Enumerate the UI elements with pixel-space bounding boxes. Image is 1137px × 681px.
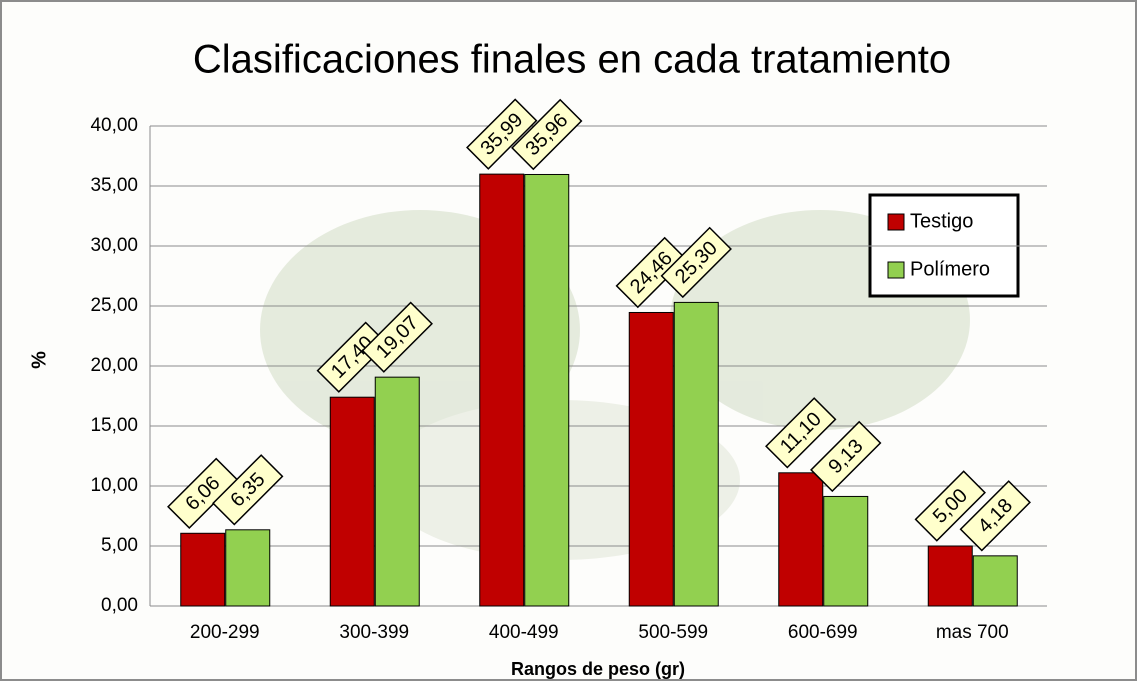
bar — [226, 530, 270, 606]
y-tick-label: 20,00 — [90, 355, 138, 376]
y-tick-label: 5,00 — [101, 535, 138, 556]
y-axis-label: % — [28, 351, 50, 369]
y-tick-label: 10,00 — [90, 475, 138, 496]
x-tick-label: mas 700 — [936, 622, 1009, 643]
bar — [928, 546, 972, 606]
bar — [629, 312, 673, 606]
chart: Clasificaciones finales en cada tratamie… — [0, 0, 1137, 681]
legend-swatch — [888, 214, 904, 230]
y-tick-label: 15,00 — [90, 415, 138, 436]
bar — [181, 533, 225, 606]
y-tick-label: 25,00 — [90, 295, 138, 316]
bar — [375, 377, 419, 606]
x-tick-label: 300-399 — [339, 622, 409, 643]
y-tick-label: 40,00 — [90, 115, 138, 136]
legend-swatch — [888, 262, 904, 278]
x-tick-label: 600-699 — [788, 622, 858, 643]
y-tick-label: 0,00 — [101, 595, 138, 616]
chart-title: Clasificaciones finales en cada tratamie… — [193, 38, 951, 82]
bar — [973, 556, 1017, 606]
y-tick-label: 30,00 — [90, 235, 138, 256]
bar — [480, 174, 524, 606]
x-tick-label: 500-599 — [638, 622, 708, 643]
bar — [674, 302, 718, 606]
y-tick-label: 35,00 — [90, 175, 138, 196]
x-tick-label: 400-499 — [489, 622, 559, 643]
x-axis-label: Rangos de peso (gr) — [511, 659, 685, 679]
bar — [779, 473, 823, 606]
bar — [824, 496, 868, 606]
x-tick-label: 200-299 — [190, 622, 260, 643]
bar — [330, 397, 374, 606]
legend-label: Testigo — [910, 210, 973, 232]
bar — [525, 174, 569, 606]
legend-label: Polímero — [910, 258, 990, 280]
